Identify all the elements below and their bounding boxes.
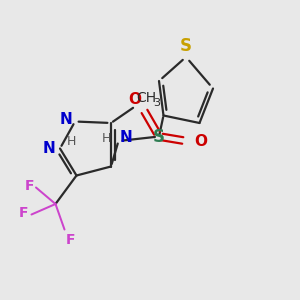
Text: H: H (67, 135, 76, 148)
Text: S: S (153, 128, 165, 146)
Text: N: N (59, 112, 72, 128)
Text: H: H (102, 131, 111, 145)
Text: 3: 3 (153, 98, 160, 108)
Text: N: N (43, 141, 56, 156)
Text: S: S (180, 38, 192, 56)
Text: F: F (25, 179, 34, 193)
Text: O: O (128, 92, 142, 106)
Text: N: N (120, 130, 133, 146)
Text: CH: CH (136, 91, 157, 105)
Text: O: O (194, 134, 207, 148)
Text: F: F (19, 206, 28, 220)
Text: F: F (66, 232, 76, 247)
